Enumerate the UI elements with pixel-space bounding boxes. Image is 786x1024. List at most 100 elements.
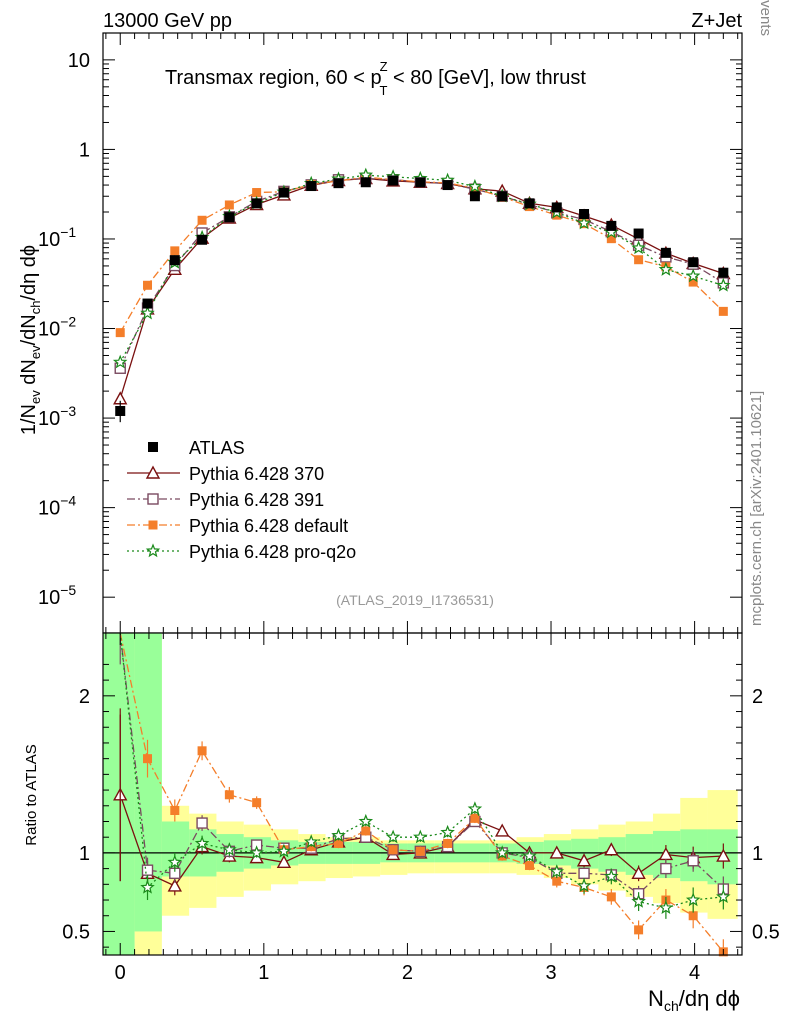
main-line-1	[119, 177, 724, 369]
legend-marker	[147, 493, 159, 505]
ratio-y-tick-label-right: 0.5	[752, 921, 780, 943]
atlas-point	[633, 228, 644, 239]
ratio-point	[522, 848, 537, 863]
ratio-point	[413, 829, 428, 844]
ratio-point	[358, 813, 374, 828]
legend-label: ATLAS	[189, 438, 245, 458]
ratio-series	[113, 632, 731, 957]
legend-label: Pythia 6.428 default	[189, 516, 348, 536]
ratio-point	[658, 900, 674, 915]
x-tick-label: 3	[545, 962, 556, 984]
ratio-point	[361, 826, 371, 836]
ratio-point	[252, 798, 262, 808]
x-tick-label: 2	[402, 962, 413, 984]
ratio-x-ticks: 0 1 2 3 4	[105, 633, 739, 984]
plot-title: Transmax region, 60 < pZ T < 80 [GeV], lo…	[165, 59, 586, 98]
atlas-point	[688, 257, 699, 268]
main-x-ticks	[105, 33, 739, 633]
main-y-tick-label: 1	[79, 139, 90, 161]
main-point	[115, 328, 125, 338]
atlas-point	[142, 298, 153, 309]
ratio-frame	[102, 632, 743, 956]
ratio-point	[443, 838, 453, 848]
atlas-point	[497, 191, 508, 202]
ratio-point	[549, 845, 564, 859]
ratio-point	[660, 862, 672, 875]
x-axis-label: Nch/dη dϕ	[648, 986, 740, 1014]
main-point	[467, 178, 483, 193]
ratio-point	[276, 843, 292, 858]
ratio-point	[549, 864, 565, 878]
ratio-point	[604, 842, 619, 856]
main-y-axis-label: 1/Nev dNev/dNch/dη dϕ	[18, 245, 43, 435]
main-point	[252, 188, 262, 198]
main-panel: 10 1 10−1 10−2 10−3 10−4 10−5 Transmax region,…	[38, 32, 743, 634]
atlas-point	[579, 209, 590, 220]
legend-label: Pythia 6.428 391	[189, 490, 324, 510]
atlas-point	[388, 175, 399, 186]
main-line-3	[119, 174, 724, 363]
ratio-point	[170, 805, 180, 815]
ratio-point	[196, 817, 208, 829]
ratio-point	[631, 893, 646, 908]
ratio-point	[167, 878, 182, 892]
ratio-bands	[103, 633, 742, 955]
atlas-point	[169, 255, 180, 266]
main-y-tick-label: 10−4	[38, 493, 76, 520]
legend-label: Pythia 6.428 370	[189, 464, 324, 484]
ratio-y-ticks: 0.5 0.5 1 1 2 2	[62, 663, 780, 948]
main-y-ticks: 10 1 10−1 10−2 10−3 10−4 10−5	[38, 50, 742, 609]
atlas-point	[606, 220, 617, 231]
ratio-point	[606, 892, 616, 902]
atlas-point	[524, 198, 535, 209]
ratio-point	[687, 855, 699, 867]
main-point	[140, 305, 155, 320]
green-band-segment	[134, 633, 162, 932]
main-point	[224, 200, 234, 210]
legend-marker	[145, 543, 161, 558]
ratio-point	[631, 865, 646, 880]
main-y-tick-label: 10−1	[38, 224, 76, 251]
ratio-point	[385, 829, 401, 844]
main-point	[197, 215, 207, 225]
green-band-segment	[161, 821, 190, 877]
legend-marker	[145, 465, 161, 479]
main-line-2	[119, 176, 724, 333]
legend-marker	[148, 520, 158, 530]
ratio-point	[576, 878, 592, 893]
ratio-point	[167, 854, 183, 869]
ratio-y-tick-label: 1	[79, 843, 90, 865]
atlas-point	[333, 178, 344, 189]
ratio-point	[331, 827, 346, 842]
atlas-point	[251, 198, 262, 209]
atlas-point	[660, 247, 671, 258]
ratio-point	[276, 854, 292, 869]
main-point	[112, 354, 128, 369]
main-point	[576, 215, 592, 230]
main-point	[718, 306, 728, 316]
main-y-tick-label: 10−2	[38, 314, 76, 341]
atlas-point	[551, 202, 562, 213]
ratio-point	[576, 853, 592, 867]
ratio-y-tick-label: 2	[79, 686, 90, 708]
atlas-point	[278, 187, 289, 198]
ratio-y-tick-label-right: 1	[752, 843, 763, 865]
legend: ATLAS Pythia 6.428 370 Pythia 6.428 391 Pyt…	[127, 438, 356, 562]
ratio-line-1	[119, 632, 724, 895]
main-series	[112, 167, 731, 423]
main-y-tick-label: 10−5	[38, 582, 76, 609]
ratio-point	[197, 746, 207, 756]
main-point	[634, 255, 644, 265]
ratio-point	[494, 845, 510, 860]
atlas-point	[306, 181, 317, 192]
atlas-point	[115, 405, 126, 416]
main-point	[658, 261, 674, 276]
main-point	[143, 280, 153, 290]
ratio-point	[578, 867, 590, 880]
legend-label: Pythia 6.428 pro-q2o	[189, 542, 356, 562]
main-point	[170, 246, 180, 256]
atlas-point	[469, 191, 480, 202]
atlas-point	[415, 177, 426, 188]
ratio-point	[524, 860, 534, 870]
ratio-point	[141, 864, 154, 876]
